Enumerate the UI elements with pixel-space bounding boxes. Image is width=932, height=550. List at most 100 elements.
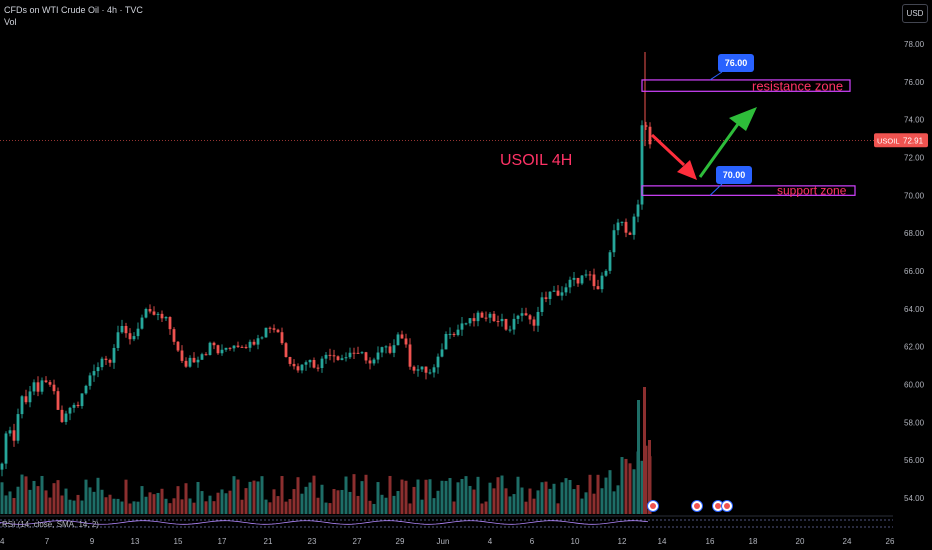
candle-body	[480, 312, 484, 318]
candle-body	[524, 313, 528, 316]
volume-bar	[424, 479, 428, 514]
candle-body	[440, 349, 444, 357]
callout-box-low	[716, 166, 752, 184]
volume-bar	[292, 489, 296, 514]
price-tick-label: 78.00	[904, 40, 925, 49]
candle-body	[416, 369, 420, 371]
volume-bar	[28, 489, 32, 514]
volume-bar	[192, 502, 196, 514]
candle-body	[376, 352, 380, 360]
time-tick-label: 27	[353, 537, 362, 546]
volume-bar	[96, 477, 100, 514]
volume-bar	[480, 503, 484, 514]
last-price-symbol: USOIL	[877, 136, 900, 145]
price-tick-label: 58.00	[904, 418, 925, 427]
volume-bar	[472, 489, 476, 514]
volume-bar	[16, 486, 20, 514]
candle-body	[272, 328, 276, 330]
candle-body	[156, 313, 160, 315]
candle-body	[180, 350, 184, 361]
price-tick-label: 62.00	[904, 343, 925, 352]
volume-bar	[108, 494, 112, 514]
volume-label: Vol	[4, 17, 17, 27]
time-tick-label: 7	[45, 537, 50, 546]
volume-bar	[12, 497, 16, 514]
volume-bar	[488, 482, 492, 514]
candle-body	[168, 317, 172, 330]
candle-body	[628, 232, 632, 235]
price-tick-label: 76.00	[904, 78, 925, 87]
volume-bar	[592, 493, 596, 514]
last-price-tag	[874, 133, 928, 148]
price-tick-label: 56.00	[904, 456, 925, 465]
volume-bar	[640, 460, 644, 514]
volume-bar	[524, 501, 528, 514]
volume-bar	[112, 498, 116, 514]
time-tick-label: 24	[843, 537, 852, 546]
candle-body	[112, 347, 116, 363]
volume-bar	[212, 501, 216, 514]
volume-bars	[0, 387, 652, 514]
volume-bar	[452, 501, 456, 514]
volume-bar	[312, 475, 316, 514]
volume-bar	[140, 486, 144, 514]
candle-body	[428, 372, 432, 374]
volume-bar	[220, 489, 224, 514]
volume-bar	[576, 484, 580, 514]
candle-body	[300, 364, 304, 371]
candle-body	[296, 366, 300, 371]
candle-body	[316, 367, 320, 369]
time-tick-label: 13	[131, 537, 140, 546]
volume-bar	[176, 486, 180, 514]
price-tick-label: 68.00	[904, 229, 925, 238]
currency-button[interactable]: USD	[902, 4, 928, 23]
candle-body	[16, 414, 20, 441]
candle-body	[76, 404, 80, 407]
volume-bar	[384, 497, 388, 514]
candle-body	[648, 126, 652, 145]
candle-body	[268, 327, 272, 329]
volume-bar	[8, 491, 12, 514]
candle-body	[568, 279, 572, 288]
volume-bar	[428, 479, 432, 514]
volume-bar	[136, 501, 140, 514]
volume-bar	[344, 476, 348, 514]
volume-bar	[48, 497, 52, 514]
candle-body	[88, 375, 92, 386]
volume-bar	[164, 498, 168, 514]
candle-body	[400, 334, 404, 339]
volume-bar	[184, 483, 188, 514]
volume-bar	[476, 476, 480, 514]
volume-bar	[368, 500, 372, 514]
candle-body	[456, 329, 460, 336]
candle-body	[584, 274, 588, 276]
volume-bar	[296, 477, 300, 514]
economic-event-flag	[715, 503, 721, 509]
target-high-label: 76.00	[725, 58, 748, 68]
candle-body	[252, 341, 256, 345]
candle-body	[448, 333, 452, 335]
candle-body	[236, 345, 240, 347]
volume-bar	[232, 476, 236, 514]
resistance-zone-label: resistance zone	[752, 78, 843, 93]
candle-body	[532, 319, 536, 326]
volume-bar	[252, 480, 256, 514]
candle-body	[580, 275, 584, 284]
up-arrow-head	[729, 107, 757, 131]
candle-body	[340, 358, 344, 360]
volume-bar	[637, 400, 640, 514]
volume-bar	[256, 481, 260, 514]
volume-bar	[412, 486, 416, 514]
economic-event-flag	[724, 503, 730, 509]
candle-body	[36, 382, 40, 392]
candle-body	[552, 290, 556, 292]
candle-body	[572, 277, 576, 280]
volume-bar	[196, 481, 200, 514]
volume-bar	[340, 489, 344, 514]
volume-bar	[448, 478, 452, 514]
price-axis: 78.00 76.00 74.00 72.00 70.00 68.00 66.00 64.00…	[893, 0, 932, 516]
volume-bar	[372, 503, 376, 514]
price-axis-bg	[893, 0, 932, 516]
time-tick-label: 10	[571, 537, 580, 546]
